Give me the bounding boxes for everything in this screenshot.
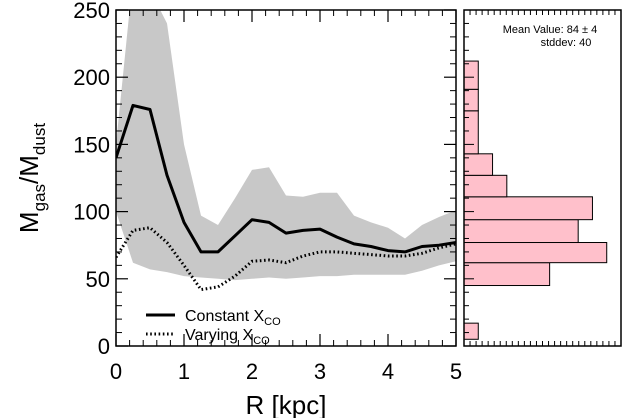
histogram-bar bbox=[463, 219, 579, 244]
y-tick-label: 200 bbox=[73, 65, 110, 90]
series-line-constant-xco bbox=[116, 103, 456, 254]
histogram-bar bbox=[463, 60, 479, 90]
y-tick-label: 150 bbox=[73, 132, 110, 157]
histogram-panel: Mean Value: 84 ± 4 stddev: 40 bbox=[463, 9, 622, 347]
histogram-bar bbox=[463, 196, 593, 221]
histogram-ticks bbox=[463, 9, 622, 347]
histogram-bars bbox=[463, 60, 608, 340]
scatter-band-layer bbox=[116, 10, 456, 281]
histogram-stddev-annotation: stddev: 40 bbox=[541, 37, 592, 49]
histogram-bar bbox=[463, 88, 479, 112]
histogram-bar bbox=[463, 262, 551, 287]
y-tick-label: 100 bbox=[73, 200, 110, 225]
x-tick-label: 4 bbox=[382, 359, 394, 384]
x-tick-label: 1 bbox=[178, 359, 190, 384]
histogram-bar bbox=[463, 174, 508, 198]
main-axis-tick-labels: 0 50 100 150 200 250 0 1 2 3 4 5 bbox=[73, 0, 462, 384]
main-plot-frame bbox=[115, 9, 457, 347]
series-layer bbox=[116, 103, 456, 292]
legend: Constant XCO Varying XCO bbox=[146, 308, 281, 347]
x-tick-label: 2 bbox=[246, 359, 258, 384]
histogram-bar bbox=[463, 153, 494, 176]
x-tick-label: 3 bbox=[314, 359, 326, 384]
main-plot: 0 50 100 150 200 250 0 1 2 3 4 5 R [kpc] Mgas/Mdust… bbox=[14, 0, 462, 418]
legend-label-varying-xco: Varying XCO bbox=[185, 327, 270, 347]
histogram-bar bbox=[463, 322, 479, 340]
legend-label-constant-xco: Constant XCO bbox=[185, 308, 281, 328]
y-tick-label: 0 bbox=[98, 334, 110, 359]
x-tick-label: 0 bbox=[110, 359, 122, 384]
histogram-mean-annotation: Mean Value: 84 ± 4 bbox=[503, 24, 598, 36]
scatter-band bbox=[116, 10, 456, 281]
x-axis-label: R [kpc] bbox=[246, 390, 327, 418]
y-axis-label: Mgas/Mdust bbox=[14, 123, 49, 233]
y-tick-label: 50 bbox=[86, 267, 110, 292]
x-tick-label: 5 bbox=[450, 359, 462, 384]
series-line-varying-xco bbox=[116, 226, 456, 292]
histogram-bar bbox=[463, 242, 608, 264]
main-axis-ticks bbox=[115, 9, 457, 347]
y-tick-label: 250 bbox=[73, 0, 110, 23]
